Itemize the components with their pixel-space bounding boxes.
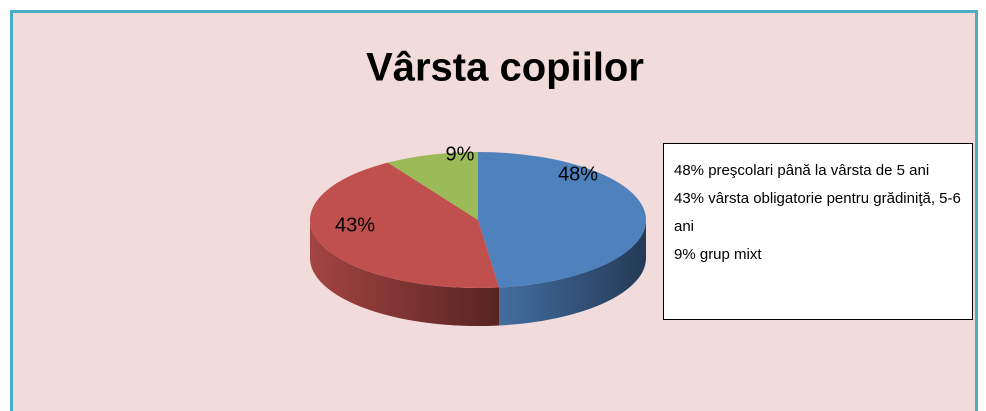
text-box: 48% preşcolari până la vârsta de 5 ani 43…	[663, 143, 973, 320]
annotation: 48% preşcolari până la vârsta de 5 ani	[674, 162, 930, 179]
data-label: 43%	[335, 214, 375, 236]
slice-side-shade	[499, 220, 646, 326]
annotation: 9% grup mixt	[674, 246, 762, 263]
annotation: 43% vârsta obligatorie pentru grădiniţă,…	[674, 190, 961, 235]
slice-side-shade	[309, 220, 500, 326]
data-label: 48%	[558, 163, 598, 185]
slice	[478, 152, 647, 288]
chart-title: Vârsta copiilor	[366, 46, 644, 90]
slice	[310, 162, 500, 288]
data-label: 9%	[446, 143, 475, 165]
slice	[387, 152, 478, 220]
